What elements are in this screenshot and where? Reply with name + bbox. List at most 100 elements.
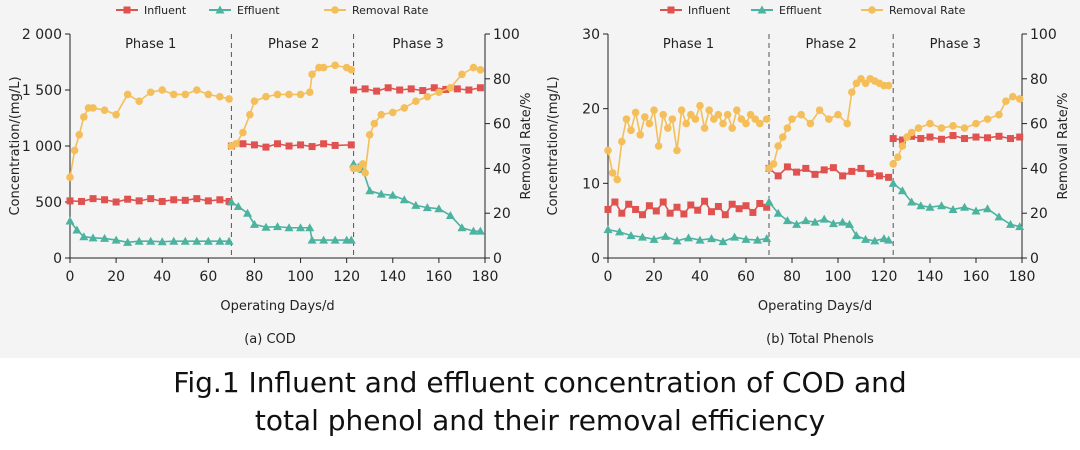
data-point bbox=[411, 200, 421, 209]
x-tick-label: 160 bbox=[963, 269, 990, 285]
data-point bbox=[249, 219, 259, 228]
x-tick-label: 180 bbox=[1009, 269, 1036, 285]
data-point bbox=[412, 97, 420, 105]
data-point bbox=[851, 231, 861, 240]
data-point bbox=[204, 197, 212, 205]
data-point bbox=[894, 153, 902, 161]
legend-label: Removal Rate bbox=[352, 4, 429, 17]
data-point bbox=[373, 87, 381, 95]
data-point bbox=[884, 81, 893, 90]
data-point bbox=[1015, 95, 1024, 103]
legend-marker bbox=[667, 6, 675, 14]
data-point bbox=[631, 108, 640, 117]
data-point bbox=[961, 135, 968, 143]
data-point bbox=[673, 203, 681, 211]
data-point bbox=[359, 160, 367, 168]
data-point bbox=[203, 236, 213, 245]
data-point bbox=[639, 211, 646, 219]
series-removal-rate bbox=[66, 61, 485, 182]
data-point bbox=[305, 223, 315, 232]
data-point bbox=[604, 146, 612, 155]
data-point bbox=[435, 88, 443, 97]
data-point bbox=[285, 90, 293, 99]
data-point bbox=[215, 236, 225, 245]
data-point bbox=[652, 207, 660, 215]
y-tick-label: 2 000 bbox=[22, 27, 62, 43]
data-point bbox=[158, 86, 167, 94]
data-point bbox=[857, 164, 865, 172]
data-point bbox=[866, 170, 874, 178]
data-point bbox=[659, 110, 667, 119]
data-point bbox=[376, 189, 386, 198]
y-tick-label: 1 500 bbox=[22, 83, 62, 99]
data-point bbox=[661, 231, 670, 240]
data-point bbox=[792, 219, 802, 228]
data-point bbox=[399, 195, 409, 204]
series-line bbox=[231, 64, 352, 147]
series-line bbox=[353, 163, 481, 232]
data-point bbox=[388, 190, 398, 199]
data-point bbox=[926, 119, 934, 128]
data-point bbox=[708, 208, 715, 216]
data-point bbox=[742, 202, 750, 210]
data-point bbox=[101, 196, 109, 204]
legend-label: Removal Rate bbox=[889, 4, 966, 17]
data-point bbox=[645, 202, 653, 210]
data-point bbox=[719, 119, 727, 128]
data-point bbox=[773, 208, 783, 217]
data-point bbox=[797, 110, 805, 119]
data-point bbox=[843, 119, 851, 128]
y-tick-label: 0 bbox=[53, 251, 62, 267]
x-tick-label: 60 bbox=[737, 269, 755, 285]
x-tick-label: 120 bbox=[333, 269, 360, 285]
data-point bbox=[79, 232, 89, 241]
data-point bbox=[948, 204, 958, 213]
data-point bbox=[297, 141, 305, 149]
x-tick-label: 20 bbox=[645, 269, 663, 285]
data-point bbox=[604, 205, 612, 213]
data-point bbox=[622, 115, 631, 123]
y2-axis-title: Removal Rate/% bbox=[1056, 92, 1071, 199]
data-point bbox=[284, 223, 294, 232]
data-point bbox=[682, 119, 690, 128]
data-point bbox=[802, 164, 810, 172]
data-point bbox=[650, 106, 658, 114]
data-point bbox=[1006, 219, 1015, 228]
data-point bbox=[820, 166, 828, 174]
data-point bbox=[135, 97, 143, 105]
data-point bbox=[1009, 92, 1017, 101]
data-point bbox=[453, 85, 461, 93]
data-point bbox=[615, 227, 624, 236]
y2-tick-label: 0 bbox=[493, 251, 502, 267]
data-point bbox=[192, 236, 202, 245]
y2-axis-title: Removal Rate/% bbox=[519, 92, 534, 199]
legend-item-effluent: Effluent bbox=[209, 4, 280, 17]
data-point bbox=[793, 168, 801, 176]
data-point bbox=[666, 209, 674, 217]
data-point bbox=[897, 186, 907, 195]
data-point bbox=[158, 197, 166, 205]
data-point bbox=[308, 70, 316, 79]
data-point bbox=[135, 197, 143, 205]
data-point bbox=[926, 133, 934, 141]
data-point bbox=[446, 83, 455, 92]
figure-panels: Influent Effluent Removal Rate 0 20 40 60 80 100… bbox=[0, 0, 1080, 358]
data-point bbox=[691, 115, 700, 123]
panel-label: (b) Total Phenols bbox=[766, 332, 874, 347]
data-point bbox=[632, 205, 640, 213]
data-point bbox=[400, 104, 409, 112]
data-point bbox=[728, 200, 736, 208]
data-point bbox=[216, 92, 224, 101]
data-point bbox=[861, 234, 871, 243]
data-point bbox=[608, 169, 617, 177]
data-point bbox=[680, 210, 688, 218]
data-point bbox=[458, 70, 466, 79]
data-point bbox=[1007, 135, 1014, 143]
data-point bbox=[677, 106, 686, 114]
data-point bbox=[475, 226, 485, 235]
data-point bbox=[262, 143, 270, 151]
data-point bbox=[638, 232, 647, 241]
data-point bbox=[181, 90, 190, 99]
x-axis-title: Operating Days/d bbox=[758, 299, 872, 314]
data-point bbox=[723, 110, 732, 119]
